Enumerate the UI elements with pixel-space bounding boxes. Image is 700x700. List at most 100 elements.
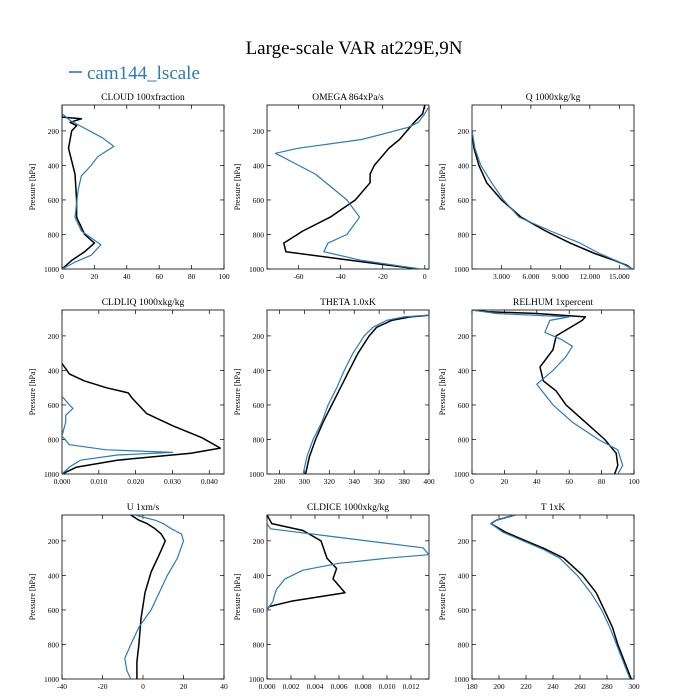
x-tick-label: 60 <box>565 477 573 486</box>
y-tick-label: 200 <box>458 127 470 136</box>
x-tick-label: 0.030 <box>164 477 181 486</box>
series-line-cam144-lscale <box>124 515 185 679</box>
plot-frame <box>61 104 225 270</box>
panel-2: OMEGA 864xPa/s -60 -40 -20 0 200 400 600 800 1000… <box>233 93 430 281</box>
plot-frame <box>61 309 225 475</box>
panel-title: Q 1000xkg/kg <box>526 93 581 103</box>
y-tick-label: 200 <box>48 332 60 341</box>
y-tick-label: 1000 <box>44 265 59 274</box>
y-tick-label: 400 <box>48 161 60 170</box>
panel-title: CLDLIQ 1000xkg/kg <box>102 298 185 308</box>
x-tick-label: 280 <box>274 477 286 486</box>
panel-6: RELHUM 1xpercent 0 20 40 60 80 100 200 400 600 800… <box>438 298 640 486</box>
series-line-cam144-lscale <box>472 310 624 474</box>
y-tick-label: 1000 <box>44 470 59 479</box>
x-tick-label: -40 <box>57 682 67 691</box>
x-tick-label: -60 <box>294 272 304 281</box>
y-tick-label: 600 <box>253 196 265 205</box>
y-tick-label: 600 <box>48 401 60 410</box>
x-tick-label: 220 <box>520 682 532 691</box>
figure-title: Large-scale VAR at229E,9N <box>246 38 463 59</box>
x-tick-label: 40 <box>123 272 131 281</box>
x-tick-label: 0.012 <box>403 682 420 691</box>
x-tick-label: 40 <box>220 682 228 691</box>
x-tick-label: 0.002 <box>283 682 300 691</box>
y-tick-label: 400 <box>253 366 265 375</box>
x-tick-label: 0.010 <box>90 477 107 486</box>
x-tick-label: 180 <box>466 682 478 691</box>
y-axis-label: Pressure [hPa] <box>438 573 447 620</box>
panel-8: CLDICE 1000xkg/kg 0.000 0.002 0.004 0.006 0.0… <box>233 503 430 691</box>
series-line-black <box>62 363 222 474</box>
y-tick-label: 1000 <box>249 675 264 684</box>
y-axis-label: Pressure [hPa] <box>233 573 242 620</box>
x-tick-label: 0 <box>60 272 64 281</box>
x-tick-label: 380 <box>398 477 410 486</box>
y-axis-label: Pressure [hPa] <box>438 368 447 415</box>
panel-title: THETA 1.0xK <box>320 298 376 308</box>
y-tick-label: 1000 <box>454 265 469 274</box>
legend-label: cam144_lscale <box>87 63 200 84</box>
x-tick-label: 300 <box>628 682 640 691</box>
panel-title: U 1xm/s <box>127 503 160 513</box>
series-line-cam144-lscale <box>302 314 429 474</box>
x-tick-label: 320 <box>324 477 336 486</box>
y-tick-label: 1000 <box>249 265 264 274</box>
y-tick-label: 800 <box>48 230 60 239</box>
plot-frame <box>471 514 635 680</box>
series-line-cam144-lscale <box>62 395 174 474</box>
series-line-black <box>472 310 619 474</box>
x-tick-label: 20 <box>180 682 188 691</box>
x-tick-label: 260 <box>574 682 586 691</box>
y-tick-label: 1000 <box>454 675 469 684</box>
y-tick-label: 400 <box>458 571 470 580</box>
y-axis-label: Pressure [hPa] <box>438 163 447 210</box>
y-tick-label: 1000 <box>454 470 469 479</box>
x-tick-label: 0.006 <box>331 682 348 691</box>
y-tick-label: 400 <box>48 366 60 375</box>
panel-1: CLOUD 100xfraction 0 20 40 60 80 100 200 400 600 8… <box>28 92 230 281</box>
x-tick-label: 0 <box>141 682 145 691</box>
x-tick-label: 100 <box>628 477 640 486</box>
y-tick-label: 800 <box>48 435 60 444</box>
y-tick-label: 600 <box>458 196 470 205</box>
x-tick-label: 0.020 <box>127 477 144 486</box>
x-tick-label: 280 <box>601 682 613 691</box>
x-tick-label: 0.004 <box>307 682 324 691</box>
y-tick-label: 600 <box>458 606 470 615</box>
y-axis-label: Pressure [hPa] <box>28 368 37 415</box>
panel-title: CLOUD 100xfraction <box>101 92 185 103</box>
y-tick-label: 600 <box>253 401 265 410</box>
legend: cam144_lscale <box>69 63 200 84</box>
panel-title: CLDICE 1000xkg/kg <box>307 503 389 513</box>
plot-frame <box>266 104 430 270</box>
panel-4: CLDLIQ 1000xkg/kg 0.000 0.010 0.020 0.030 0.0… <box>28 298 225 486</box>
y-tick-label: 800 <box>458 640 470 649</box>
y-tick-label: 400 <box>458 161 470 170</box>
series-line-black <box>490 515 632 679</box>
x-tick-label: 240 <box>547 682 559 691</box>
series-line-black <box>62 105 96 269</box>
x-tick-label: 80 <box>188 272 196 281</box>
y-tick-label: 400 <box>48 571 60 580</box>
x-tick-label: 300 <box>299 477 311 486</box>
plot-frame <box>61 514 225 680</box>
panel-title: OMEGA 864xPa/s <box>312 93 384 103</box>
y-tick-label: 600 <box>458 401 470 410</box>
y-tick-label: 200 <box>253 332 265 341</box>
x-tick-label: 9.000 <box>552 272 569 281</box>
x-tick-label: -20 <box>378 272 388 281</box>
series-line-cam144-lscale <box>62 105 115 269</box>
y-tick-label: 800 <box>458 230 470 239</box>
series-line-cam144-lscale <box>267 523 429 611</box>
series-line-cam144-lscale <box>274 106 429 269</box>
x-tick-label: 6.000 <box>522 272 539 281</box>
y-tick-label: 200 <box>253 537 265 546</box>
x-tick-label: 100 <box>218 272 230 281</box>
panel-9: T 1xK 180 200 220 240 260 280 300 200 400 600 800 10… <box>438 503 640 691</box>
y-tick-label: 800 <box>253 640 265 649</box>
x-tick-label: 0.010 <box>379 682 396 691</box>
y-tick-label: 200 <box>48 537 60 546</box>
x-tick-label: 400 <box>423 477 435 486</box>
